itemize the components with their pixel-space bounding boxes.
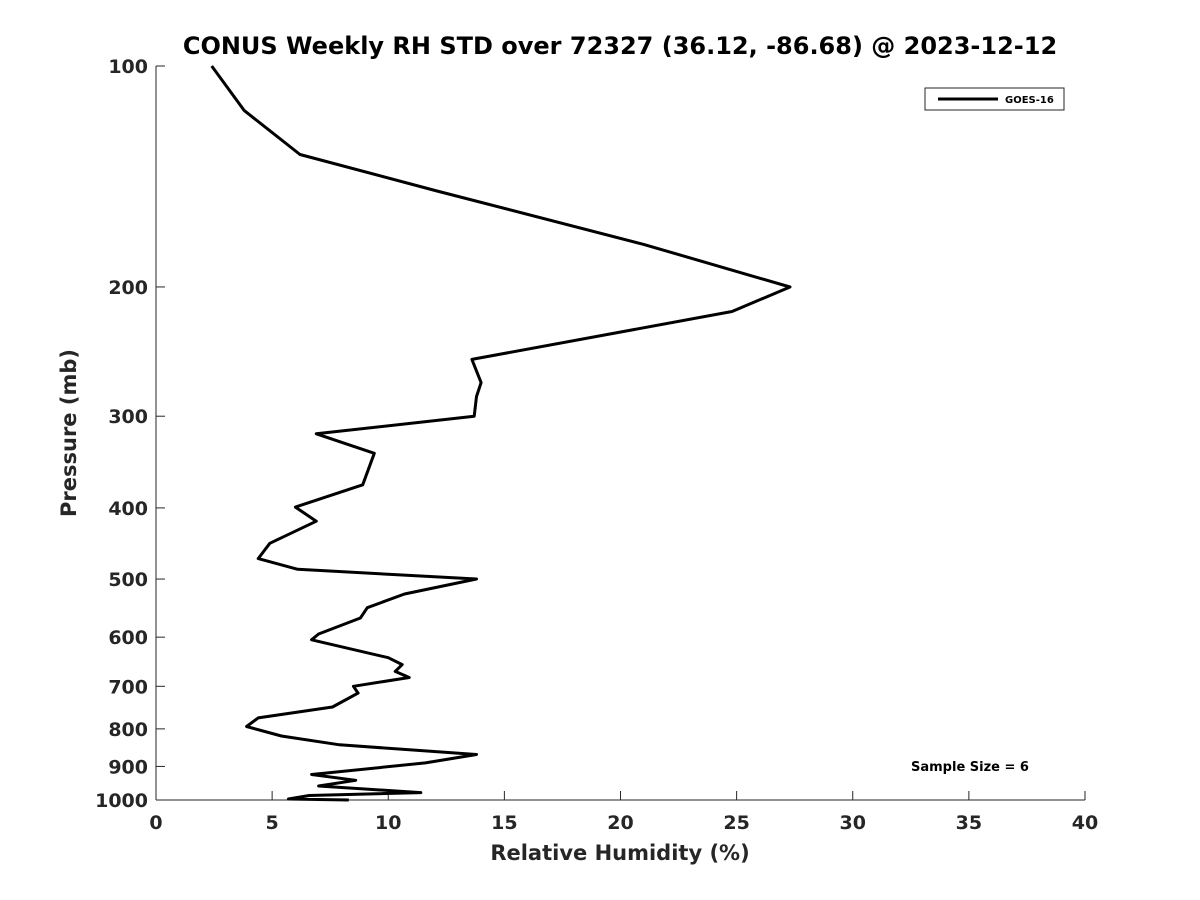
goes-16-data-point xyxy=(331,706,334,709)
x-tick-label: 40 xyxy=(1072,812,1098,834)
goes-16-data-point xyxy=(354,779,357,782)
goes-16-data-point xyxy=(243,109,246,112)
y-tick-label: 200 xyxy=(108,277,148,299)
goes-16-data-point xyxy=(210,65,213,68)
x-tick-label: 10 xyxy=(375,812,401,834)
goes-16-data-point xyxy=(366,606,369,609)
goes-16-series-line xyxy=(210,65,792,802)
goes-16-data-point xyxy=(642,243,645,246)
x-axis-label: Relative Humidity (%) xyxy=(490,841,749,865)
goes-16-data-point xyxy=(730,310,733,313)
goes-16-data-point xyxy=(338,743,341,746)
goes-16-data-point xyxy=(347,799,350,802)
y-tick-label: 100 xyxy=(108,56,148,78)
goes-16-data-point xyxy=(789,285,792,288)
x-axis-ticks: 0 5 10 15 20 25 30 35 40 xyxy=(149,791,1098,834)
goes-16-data-point xyxy=(310,638,313,641)
x-tick-label: 35 xyxy=(956,812,982,834)
y-tick-label: 600 xyxy=(108,627,148,649)
goes-16-data-point xyxy=(475,395,478,398)
goes-16-data-point xyxy=(257,557,260,560)
goes-16-data-point xyxy=(308,794,311,797)
y-tick-label: 500 xyxy=(108,569,148,591)
goes-16-data-point xyxy=(298,153,301,156)
goes-16-data-point xyxy=(280,734,283,737)
goes-16-data-point xyxy=(424,761,427,764)
chart-title: CONUS Weekly RH STD over 72327 (36.12, -… xyxy=(183,32,1057,60)
y-tick-label: 300 xyxy=(108,406,148,428)
goes-16-data-point xyxy=(403,592,406,595)
goes-16-data-point xyxy=(387,656,390,659)
goes-16-data-point xyxy=(394,670,397,673)
goes-16-data-point xyxy=(373,452,376,455)
y-axis-label: Pressure (mb) xyxy=(57,349,81,517)
y-tick-label: 700 xyxy=(108,676,148,698)
goes-16-data-point xyxy=(361,483,364,486)
y-axis-ticks: 100 200 300 400 500 600 700 800 900 1000 xyxy=(95,56,165,812)
y-tick-label: 900 xyxy=(108,756,148,778)
goes-16-data-point xyxy=(357,692,360,695)
y-tick-label: 800 xyxy=(108,719,148,741)
goes-16-data-point xyxy=(268,542,271,545)
goes-16-data-point xyxy=(352,685,355,688)
x-tick-label: 25 xyxy=(723,812,749,834)
goes-16-data-point xyxy=(317,632,320,635)
x-tick-label: 0 xyxy=(149,812,162,834)
goes-16-data-point xyxy=(475,753,478,756)
x-tick-label: 15 xyxy=(491,812,517,834)
x-tick-label: 20 xyxy=(607,812,633,834)
legend: GOES-16 xyxy=(924,87,1065,111)
y-tick-label: 400 xyxy=(108,498,148,520)
goes-16-data-point xyxy=(480,381,483,384)
goes-16-data-point xyxy=(296,568,299,571)
goes-16-data-point xyxy=(245,725,248,728)
goes-16-data-point xyxy=(473,415,476,418)
goes-16-data-point xyxy=(475,578,478,581)
goes-16-data-point xyxy=(401,663,404,666)
plot-area: 0 5 10 15 20 25 30 35 40 100 200 300 400 500 600 700 80… xyxy=(95,56,1098,834)
sample-size-annotation: Sample Size = 6 xyxy=(911,760,1029,775)
x-tick-label: 5 xyxy=(266,812,279,834)
legend-label-goes-16: GOES-16 xyxy=(1005,95,1054,106)
goes-16-data-point xyxy=(317,784,320,787)
goes-16-data-point xyxy=(310,773,313,776)
goes-16-data-point xyxy=(257,716,260,719)
goes-16-data-point xyxy=(408,676,411,679)
y-tick-label: 1000 xyxy=(95,790,148,812)
goes-16-data-point xyxy=(294,506,297,509)
goes-16-data-point xyxy=(436,189,439,192)
goes-16-data-point xyxy=(287,798,290,801)
goes-16-data-point xyxy=(315,520,318,523)
goes-16-data-point xyxy=(470,358,473,361)
goes-16-data-point xyxy=(359,617,362,620)
goes-16-data-point xyxy=(315,432,318,435)
x-tick-label: 30 xyxy=(840,812,866,834)
goes-16-data-point xyxy=(419,791,422,794)
